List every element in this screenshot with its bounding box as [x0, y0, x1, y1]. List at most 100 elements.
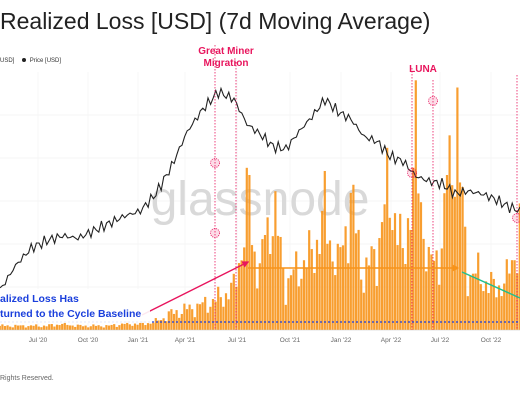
loss-bar: [365, 257, 368, 330]
x-tick-label: Jan '21: [128, 337, 149, 344]
loss-bar: [336, 243, 339, 330]
x-tick-label: Jul '20: [29, 337, 48, 344]
loss-bar: [250, 245, 254, 330]
baseline-callout-line1: alized Loss Has: [0, 293, 79, 305]
loss-bar: [302, 260, 306, 330]
loss-bar: [313, 272, 316, 330]
loss-bar: [157, 320, 160, 330]
loss-bar: [289, 275, 293, 330]
loss-bar: [357, 229, 360, 330]
loss-bar: [201, 302, 204, 330]
loss-bar: [505, 259, 508, 330]
loss-bar: [419, 202, 423, 330]
loss-bar: [396, 245, 399, 330]
loss-bar: [146, 323, 150, 330]
loss-bar: [9, 326, 12, 330]
baseline-callout-line2: turned to the Cycle Baseline: [0, 308, 141, 320]
loss-bar: [456, 87, 459, 330]
loss-bar: [362, 292, 365, 330]
loss-bar: [375, 285, 378, 330]
loss-bar: [139, 322, 142, 330]
loss-bar: [347, 263, 350, 330]
loss-bar: [435, 250, 438, 330]
loss-bar: [495, 297, 498, 330]
loss-bar: [412, 167, 415, 330]
loss-bar: [292, 269, 295, 330]
loss-bar: [100, 326, 103, 330]
loss-bar: [128, 324, 131, 330]
loss-bar: [500, 296, 503, 330]
loss-bar: [326, 243, 329, 330]
loss-bar: [518, 203, 520, 330]
loss-bar: [492, 278, 495, 330]
loss-bar: [380, 222, 384, 330]
x-tick-label: Oct '20: [78, 337, 99, 344]
loss-bar: [165, 321, 168, 330]
annotation-luna: LUNA: [409, 64, 437, 75]
loss-bar: [321, 210, 324, 330]
loss-bar: [417, 193, 420, 330]
loss-bar: [258, 263, 261, 330]
loss-bar: [152, 322, 155, 330]
loss-bar: [188, 304, 191, 330]
loss-bar: [89, 326, 92, 330]
arrow-green-decline: [461, 271, 520, 299]
legend: USD] Price [USD]: [0, 58, 61, 64]
loss-bar: [383, 204, 386, 330]
loss-bar: [61, 323, 64, 330]
loss-bar: [253, 251, 256, 330]
x-tick-label: Oct '21: [280, 337, 301, 344]
loss-bar: [1, 324, 4, 330]
loss-bar: [367, 265, 371, 330]
loss-bar: [214, 301, 217, 330]
loss-bar: [37, 326, 40, 330]
loss-bar: [269, 253, 272, 330]
loss-bar: [466, 296, 469, 330]
baseline-callout-bg: [0, 289, 150, 323]
loss-bar: [222, 306, 225, 330]
loss-bar: [185, 309, 189, 330]
loss-bar: [123, 323, 126, 330]
grid-lines: [0, 72, 520, 331]
loss-bar: [334, 275, 337, 330]
loss-bar: [503, 283, 506, 330]
loss-bar: [94, 325, 98, 330]
loss-bar: [120, 323, 124, 330]
loss-bar: [373, 249, 376, 330]
loss-bar: [391, 230, 394, 330]
loss-bar: [406, 218, 410, 330]
loss-bar: [487, 293, 490, 330]
loss-bar: [300, 278, 303, 330]
loss-bar: [97, 325, 100, 330]
loss-bar: [276, 235, 280, 330]
x-tick-label: Oct '22: [481, 337, 502, 344]
loss-bar: [490, 271, 493, 330]
loss-bar: [87, 327, 90, 330]
loss-bar: [136, 324, 139, 330]
loss-bar: [318, 253, 321, 330]
loss-bar: [204, 296, 207, 330]
loss-bar: [287, 278, 290, 330]
loss-bar: [113, 324, 116, 330]
loss-bar: [370, 246, 373, 330]
loss-bar: [71, 325, 74, 330]
loss-bar: [331, 261, 334, 330]
loss-bar: [183, 303, 186, 330]
loss-bar: [271, 236, 274, 330]
loss-bar: [40, 327, 43, 330]
loss-bar: [196, 303, 199, 330]
loss-bar: [42, 325, 46, 330]
loss-bar: [344, 226, 347, 330]
loss-bar: [27, 326, 30, 330]
loss-bar: [133, 323, 137, 330]
loss-bar: [349, 192, 352, 330]
loss-bar: [0, 325, 1, 330]
loss-bar: [224, 293, 228, 330]
loss-bar: [297, 286, 300, 330]
loss-bar: [227, 299, 230, 330]
loss-bar: [279, 236, 282, 330]
loss-bar: [438, 284, 441, 330]
loss-bar: [261, 239, 264, 330]
loss-bar: [445, 175, 449, 330]
